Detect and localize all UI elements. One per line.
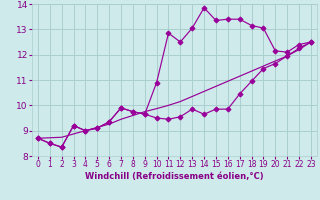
X-axis label: Windchill (Refroidissement éolien,°C): Windchill (Refroidissement éolien,°C)	[85, 172, 264, 181]
